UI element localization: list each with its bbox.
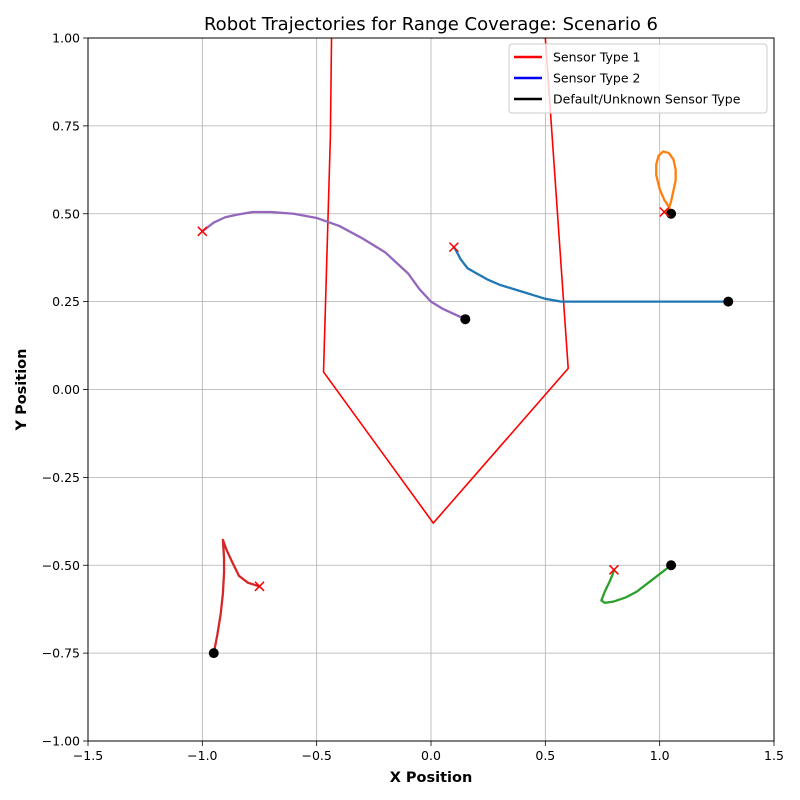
y-tick-label: −0.75 [42,646,80,661]
trajectory-start-marker-3 [666,560,677,571]
axis-ticks: −1.5 −1.0 −0.5 0.0 0.5 1.0 1.5 −1.00 −0.75 −0.50 −… [42,31,784,764]
trajectory-line-2 [655,150,677,215]
y-tick-label: 0.25 [52,294,80,309]
trajectory-line-4 [212,538,261,655]
trajectory-end-marker-4 [254,581,265,592]
trajectory-end-marker-5 [197,226,208,237]
y-tick-label: −1.00 [42,734,80,749]
x-tick-label: −0.5 [301,748,331,763]
plot-area [197,38,734,659]
y-tick-label: 1.00 [52,31,80,46]
x-tick-label: 1.5 [764,748,784,763]
x-tick-label: 0.5 [535,748,555,763]
x-axis-label: X Position [390,770,473,786]
x-tick-label: −1.5 [73,748,103,763]
y-axis-label: Y Position [14,349,30,432]
legend-box [508,43,768,114]
trajectory-line-1 [452,245,730,303]
y-tick-label: −0.50 [42,558,80,573]
trajectory-line-3 [600,564,673,605]
x-tick-label: 1.0 [650,748,670,763]
trajectory-end-marker-3 [608,564,619,575]
trajectory-start-marker-5 [460,314,471,325]
legend: Sensor Type 1 Sensor Type 2 Default/Unkn… [508,43,768,114]
trajectory-start-marker-2 [666,208,677,219]
sensor-coverage-boundary [322,38,570,525]
trajectory-start-marker-4 [208,648,219,659]
trajectory-line-5 [201,210,467,321]
x-tick-label: 0.0 [421,748,441,763]
legend-label-sensor-type-2: Sensor Type 2 [553,71,640,86]
x-tick-label: −1.0 [187,748,217,763]
y-tick-label: 0.75 [52,118,80,133]
y-tick-label: 0.00 [52,382,80,397]
trajectory-end-marker-1 [448,242,459,253]
grid-lines [87,37,775,742]
y-tick-label: −0.25 [42,470,80,485]
chart-title: Robot Trajectories for Range Coverage: S… [204,14,658,35]
legend-label-sensor-type-1: Sensor Type 1 [553,50,640,65]
legend-label-default-sensor: Default/Unknown Sensor Type [553,92,741,107]
trajectory-end-marker-2 [659,206,670,218]
y-tick-label: 0.50 [52,206,80,221]
trajectory-start-marker-1 [723,296,734,307]
